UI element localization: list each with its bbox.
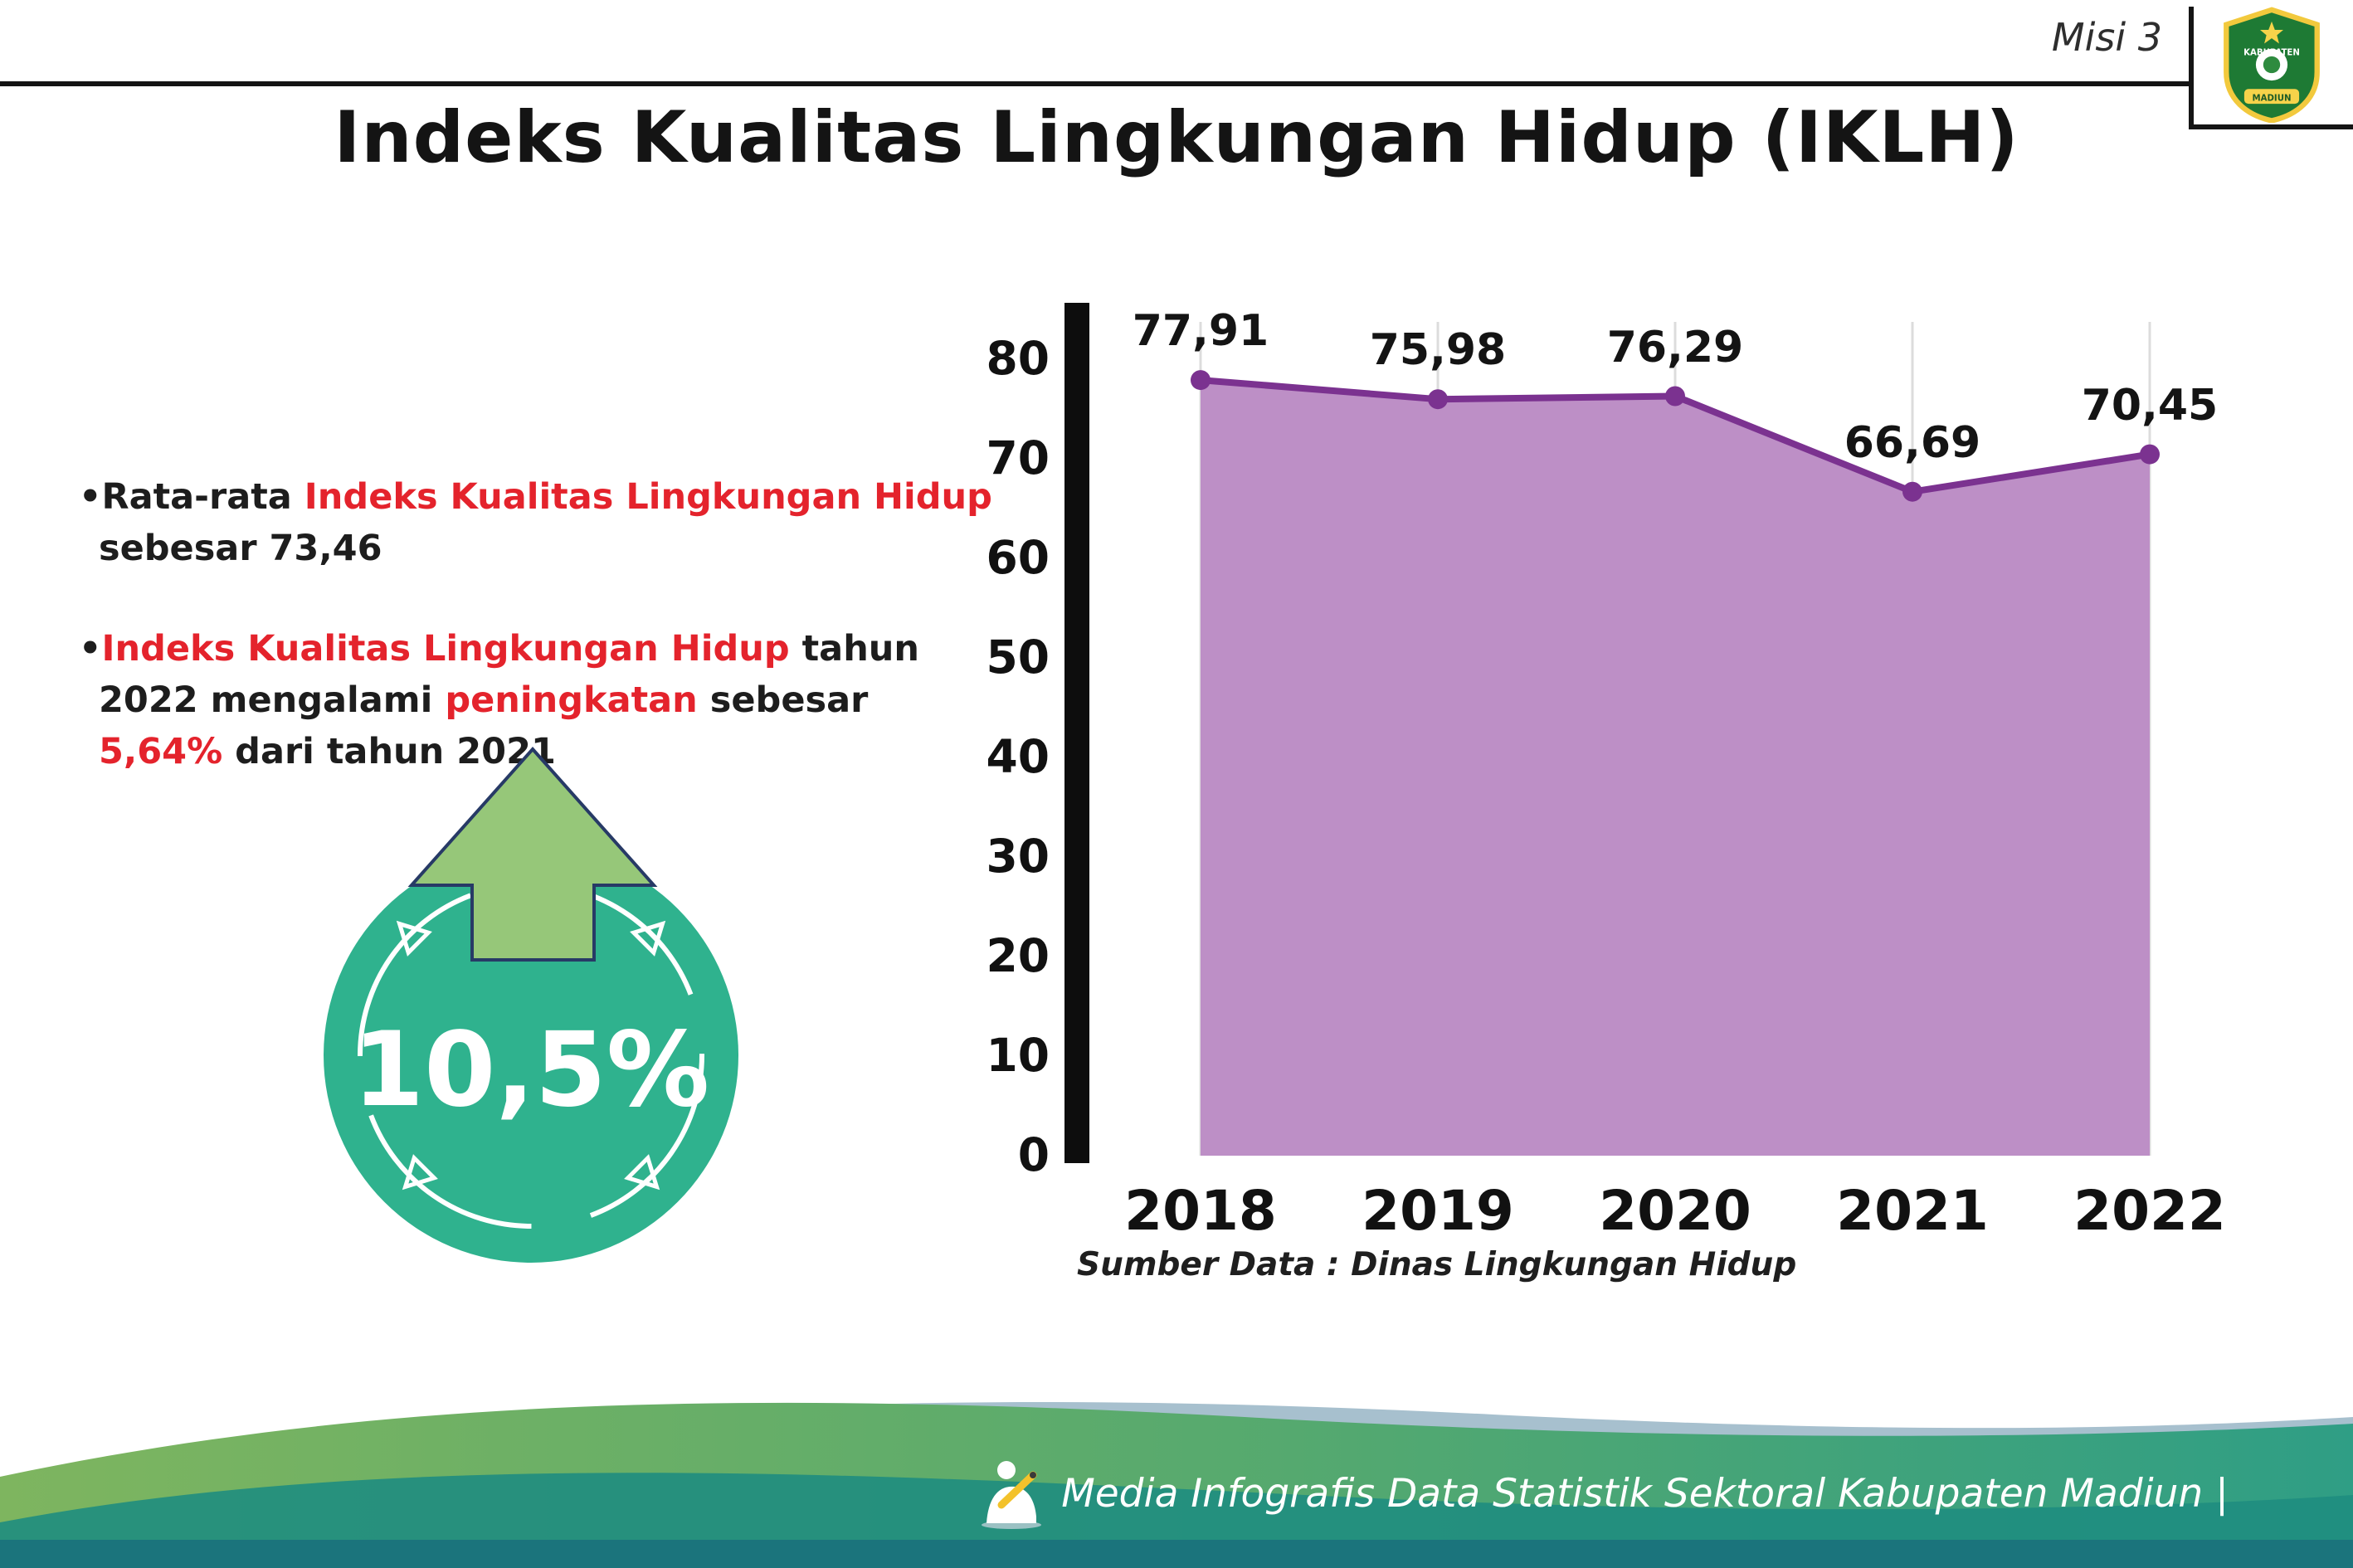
footer-bottom-strip [0,1540,2353,1568]
bullet-increase-2022: •Indeks Kualitas Lingkungan Hidup tahun … [79,623,1000,778]
logo-frame-vertical [2189,7,2194,129]
kabupaten-madiun-logo: KABUPATEN MADIUN [2224,7,2320,123]
increase-badge [324,746,738,1263]
chart-source-note: Sumber Data : Dinas Lingkungan Hidup [1077,1246,1797,1283]
point-label-2021: 66,69 [1844,418,1980,468]
iklh-area-chart: 0 10 20 30 40 50 60 70 80 77,91 2018 75,98 2019 76,29… [986,303,2226,1243]
logo-text-kabupaten: KABUPATEN [2243,49,2300,58]
ring-triangle-ne [630,920,666,957]
y-tick-20: 20 [986,929,1050,982]
y-tick-10: 10 [986,1029,1050,1082]
y-tick-30: 30 [986,830,1050,883]
y-tick-40: 40 [986,730,1050,783]
data-point-2020 [1665,386,1685,407]
up-arrow-icon [407,746,658,962]
y-tick-50: 50 [986,631,1050,684]
y-tick-70: 70 [986,431,1050,485]
logo-text-madiun: MADIUN [2253,94,2292,103]
bullet1-highlight: Indeks Kualitas Lingkungan Hidup [304,476,992,518]
footer-wave-graphic [0,1401,2353,1568]
ring-triangle-nw [396,920,432,957]
bullet2-highlight: Indeks Kualitas Lingkungan Hidup [101,627,790,670]
x-label-2019: 2019 [1362,1179,1514,1243]
increase-percentage: 10,5% [352,1010,710,1130]
bullet1-segment: sebesar 73,46 [99,528,382,570]
point-label-2018: 77,91 [1133,306,1269,356]
y-tick-60: 60 [986,531,1050,584]
header-rule [0,81,2190,86]
x-label-2020: 2020 [1599,1179,1751,1243]
logo-frame-horizontal [2189,124,2353,129]
footer-mascot-icon [982,1461,1042,1529]
data-point-2022 [2140,444,2160,465]
x-label-2021: 2021 [1836,1179,1989,1243]
area-fill [1201,380,2150,1157]
bullet2-highlight: 5,64% [99,731,223,773]
ring-triangle-se [624,1154,660,1191]
point-label-2020: 76,29 [1607,323,1743,373]
badge-circle [324,848,738,1263]
bullet2-segment: • [79,627,102,670]
bullet2-segment: dari tahun 2021 [222,731,556,773]
y-tick-0: 0 [1018,1128,1050,1181]
bullet1-segment: •Rata-rata [79,476,304,518]
y-tick-80: 80 [986,332,1050,385]
bullet-average-iklh: •Rata-rata Indeks Kualitas Lingkungan Hi… [79,471,1000,575]
bullet2-highlight: peningkatan [445,679,698,722]
point-label-2019: 75,98 [1370,325,1506,375]
y-axis [1064,303,1089,1163]
data-point-2021 [1902,481,1922,502]
misi-label: Misi 3 [2051,15,2162,60]
x-label-2018: 2018 [1124,1179,1277,1243]
footer-caption: Media Infografis Data Statistik Sektoral… [1061,1470,2229,1517]
logo-center-dot [2263,56,2281,74]
data-point-2018 [1191,370,1211,391]
data-point-2019 [1428,389,1448,410]
bullet2-segment: tahun 2022 mengalami [99,627,920,722]
bullet-list: •Rata-rata Indeks Kualitas Lingkungan Hi… [79,471,1000,826]
logo-star-icon [2260,21,2283,44]
page-title: Indeks Kualitas Lingkungan Hidup (IKLH) [334,96,2019,179]
point-label-2022: 70,45 [2082,381,2218,431]
ring-triangle-sw [402,1154,438,1191]
x-label-2022: 2022 [2073,1179,2226,1243]
footer-bar: Media Infografis Data Statistik Sektoral… [0,1457,2229,1530]
bullet2-segment: sebesar [697,679,869,722]
logo-banner [2243,89,2300,105]
